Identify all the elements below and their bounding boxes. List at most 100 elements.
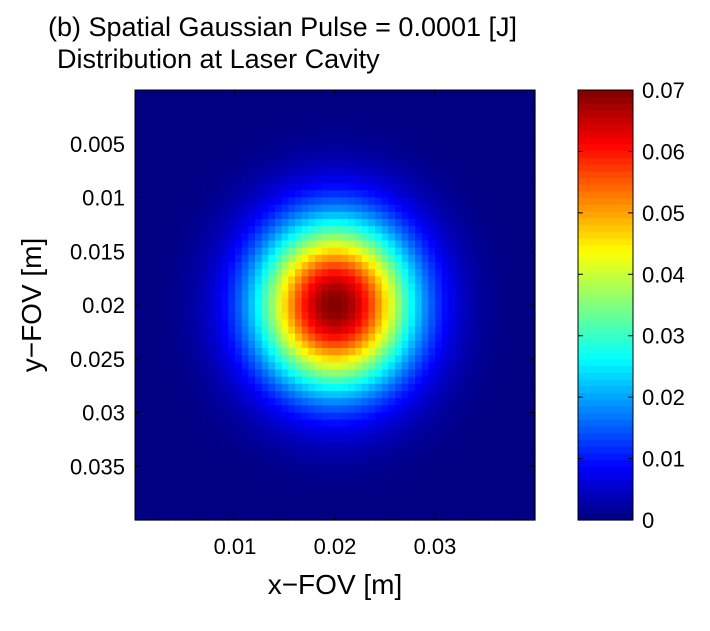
heatmap-cell [441, 484, 449, 492]
heatmap-cell [161, 512, 169, 521]
heatmap-cell [148, 276, 156, 285]
heatmap-cell [181, 398, 189, 406]
heatmap-cell [261, 276, 269, 285]
heatmap-cell [215, 505, 223, 514]
heatmap-cell [268, 312, 276, 320]
heatmap-cell [401, 297, 409, 306]
heatmap-cell [455, 477, 463, 485]
heatmap-cell [508, 197, 516, 206]
heatmap-cell [215, 355, 223, 363]
heatmap-cell [495, 168, 503, 177]
heatmap-cell [428, 262, 436, 270]
heatmap-cell [295, 262, 303, 270]
heatmap-cell [441, 319, 449, 328]
heatmap-cell [475, 398, 483, 406]
heatmap-cell [375, 505, 383, 514]
heatmap-cell [281, 405, 289, 414]
heatmap-cell [428, 219, 436, 227]
heatmap-cell [515, 405, 523, 414]
heatmap-cell [148, 398, 156, 406]
heatmap-cell [241, 283, 249, 292]
heatmap-cell [528, 290, 536, 299]
heatmap-cell [355, 419, 363, 428]
heatmap-cell [295, 405, 303, 414]
heatmap-cell [481, 176, 489, 184]
heatmap-cell [148, 140, 156, 148]
heatmap-cell [268, 204, 276, 213]
heatmap-cell [515, 326, 523, 335]
heatmap-cell [301, 312, 309, 320]
heatmap-cell [421, 312, 429, 320]
heatmap-cell [335, 412, 343, 421]
heatmap-cell [315, 312, 323, 320]
heatmap-cell [521, 312, 529, 320]
heatmap-cell [288, 369, 296, 378]
heatmap-cell [288, 269, 296, 277]
heatmap-cell [375, 462, 383, 471]
heatmap-cell [448, 226, 456, 234]
heatmap-cell [341, 276, 349, 285]
heatmap-cell [355, 204, 363, 213]
heatmap-cell [255, 226, 263, 234]
heatmap-cell [221, 183, 229, 191]
heatmap-cell [348, 362, 356, 371]
heatmap-cell [368, 219, 376, 227]
heatmap-cell [268, 183, 276, 191]
heatmap-cell [481, 111, 489, 120]
heatmap-cell [528, 448, 536, 457]
colorbar-segment [578, 325, 633, 333]
heatmap-cell [475, 125, 483, 134]
heatmap-cell [495, 140, 503, 148]
heatmap-cell [188, 512, 196, 521]
heatmap-cell [181, 118, 189, 127]
colorbar-segment [578, 365, 633, 373]
heatmap-cell [521, 484, 529, 492]
heatmap-cell [461, 269, 469, 277]
heatmap-cell [268, 412, 276, 421]
heatmap-cell [288, 348, 296, 356]
heatmap-cell [481, 283, 489, 292]
heatmap-cell [255, 326, 263, 335]
heatmap-cell [241, 340, 249, 349]
heatmap-cell [501, 283, 509, 292]
heatmap-cell [195, 254, 203, 263]
heatmap-cell [415, 190, 423, 199]
heatmap-cell [361, 305, 369, 313]
heatmap-cell [401, 111, 409, 120]
heatmap-cell [295, 448, 303, 457]
heatmap-cell [235, 441, 243, 449]
heatmap-cell [495, 276, 503, 285]
heatmap-cell [268, 147, 276, 156]
heatmap-cell [428, 233, 436, 242]
heatmap-cell [381, 305, 389, 313]
heatmap-cell [241, 362, 249, 371]
heatmap-cell [395, 297, 403, 306]
heatmap-cell [408, 247, 416, 256]
heatmap-cell [501, 348, 509, 356]
heatmap-cell [301, 183, 309, 191]
heatmap-cell [315, 147, 323, 156]
heatmap-cell [155, 183, 163, 191]
heatmap-cell [215, 391, 223, 399]
heatmap-cell [488, 383, 496, 392]
heatmap-cell [448, 312, 456, 320]
heatmap-cell [301, 276, 309, 285]
heatmap-cell [141, 340, 149, 349]
heatmap-cell [488, 419, 496, 428]
heatmap-cell [401, 369, 409, 378]
heatmap-cell [248, 491, 256, 500]
heatmap-cell [188, 104, 196, 113]
heatmap-cell [248, 219, 256, 227]
heatmap-cell [235, 362, 243, 371]
heatmap-cell [475, 326, 483, 335]
heatmap-cell [241, 154, 249, 163]
heatmap-cell [375, 405, 383, 414]
heatmap-cell [268, 398, 276, 406]
heatmap-cell [355, 111, 363, 120]
heatmap-cell [381, 369, 389, 378]
heatmap-cell [375, 340, 383, 349]
heatmap-cell [215, 247, 223, 256]
heatmap-cell [488, 190, 496, 199]
heatmap-cell [461, 376, 469, 385]
heatmap-cell [435, 305, 443, 313]
